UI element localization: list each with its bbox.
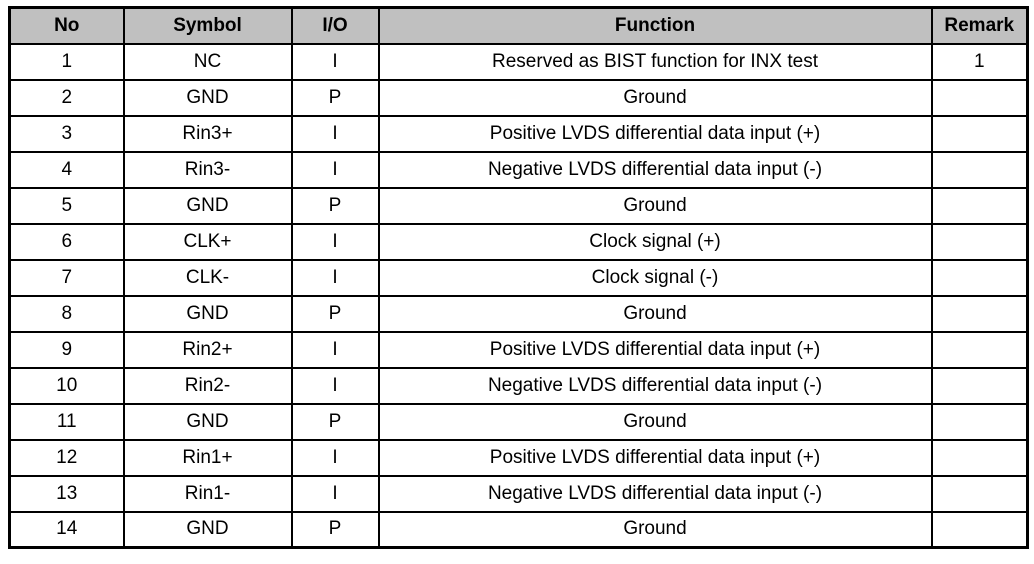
cell-io: P	[290, 510, 380, 549]
cell-symbol: Rin2-	[122, 366, 293, 405]
cell-no: 2	[8, 78, 125, 117]
table-row: 6 CLK+ I Clock signal (+)	[8, 222, 1029, 261]
cell-remark	[930, 78, 1029, 117]
cell-symbol: CLK-	[122, 258, 293, 297]
cell-no: 8	[8, 294, 125, 333]
cell-remark	[930, 114, 1029, 153]
header-no: No	[8, 6, 125, 45]
cell-no: 3	[8, 114, 125, 153]
cell-remark	[930, 258, 1029, 297]
cell-function: Positive LVDS differential data input (+…	[377, 114, 933, 153]
cell-io: I	[290, 366, 380, 405]
cell-remark: 1	[930, 42, 1029, 81]
cell-remark	[930, 510, 1029, 549]
cell-function: Positive LVDS differential data input (+…	[377, 330, 933, 369]
table-row: 8 GND P Ground	[8, 294, 1029, 333]
cell-io: I	[290, 474, 380, 513]
cell-no: 14	[8, 510, 125, 549]
table-row: 3 Rin3+ I Positive LVDS differential dat…	[8, 114, 1029, 153]
cell-function: Clock signal (+)	[377, 222, 933, 261]
table-row: 10 Rin2- I Negative LVDS differential da…	[8, 366, 1029, 405]
cell-no: 10	[8, 366, 125, 405]
table-body: 1 NC I Reserved as BIST function for INX…	[8, 42, 1029, 549]
header-io: I/O	[290, 6, 380, 45]
cell-function: Ground	[377, 294, 933, 333]
cell-symbol: Rin1+	[122, 438, 293, 477]
cell-function: Negative LVDS differential data input (-…	[377, 366, 933, 405]
cell-io: I	[290, 42, 380, 81]
cell-io: P	[290, 78, 380, 117]
cell-function: Clock signal (-)	[377, 258, 933, 297]
cell-io: P	[290, 294, 380, 333]
header-row: No Symbol I/O Function Remark	[8, 6, 1029, 45]
cell-symbol: NC	[122, 42, 293, 81]
cell-io: I	[290, 222, 380, 261]
header-symbol: Symbol	[122, 6, 293, 45]
table-row: 2 GND P Ground	[8, 78, 1029, 117]
cell-function: Negative LVDS differential data input (-…	[377, 474, 933, 513]
cell-remark	[930, 150, 1029, 189]
cell-symbol: GND	[122, 186, 293, 225]
cell-symbol: Rin3+	[122, 114, 293, 153]
table-row: 11 GND P Ground	[8, 402, 1029, 441]
cell-no: 6	[8, 222, 125, 261]
table-row: 9 Rin2+ I Positive LVDS differential dat…	[8, 330, 1029, 369]
cell-remark	[930, 294, 1029, 333]
cell-function: Ground	[377, 78, 933, 117]
cell-symbol: GND	[122, 402, 293, 441]
cell-symbol: GND	[122, 510, 293, 549]
cell-symbol: Rin2+	[122, 330, 293, 369]
cell-no: 12	[8, 438, 125, 477]
pin-table-container: No Symbol I/O Function Remark 1 NC I Res…	[8, 6, 1029, 549]
table-row: 7 CLK- I Clock signal (-)	[8, 258, 1029, 297]
cell-function: Ground	[377, 510, 933, 549]
table-row: 4 Rin3- I Negative LVDS differential dat…	[8, 150, 1029, 189]
table-header: No Symbol I/O Function Remark	[8, 6, 1029, 45]
cell-no: 1	[8, 42, 125, 81]
cell-function: Ground	[377, 186, 933, 225]
header-remark: Remark	[930, 6, 1029, 45]
cell-no: 4	[8, 150, 125, 189]
cell-remark	[930, 186, 1029, 225]
header-function: Function	[377, 6, 933, 45]
cell-no: 11	[8, 402, 125, 441]
table-row: 1 NC I Reserved as BIST function for INX…	[8, 42, 1029, 81]
cell-remark	[930, 474, 1029, 513]
cell-symbol: GND	[122, 294, 293, 333]
cell-io: I	[290, 114, 380, 153]
cell-no: 7	[8, 258, 125, 297]
cell-io: P	[290, 402, 380, 441]
cell-function: Positive LVDS differential data input (+…	[377, 438, 933, 477]
cell-io: P	[290, 186, 380, 225]
cell-remark	[930, 366, 1029, 405]
cell-function: Reserved as BIST function for INX test	[377, 42, 933, 81]
table-row: 14 GND P Ground	[8, 510, 1029, 549]
cell-io: I	[290, 438, 380, 477]
cell-remark	[930, 330, 1029, 369]
cell-symbol: CLK+	[122, 222, 293, 261]
cell-symbol: GND	[122, 78, 293, 117]
pin-description-table: No Symbol I/O Function Remark 1 NC I Res…	[8, 6, 1029, 549]
table-row: 5 GND P Ground	[8, 186, 1029, 225]
cell-io: I	[290, 258, 380, 297]
table-row: 12 Rin1+ I Positive LVDS differential da…	[8, 438, 1029, 477]
cell-remark	[930, 222, 1029, 261]
cell-no: 5	[8, 186, 125, 225]
cell-function: Negative LVDS differential data input (-…	[377, 150, 933, 189]
cell-function: Ground	[377, 402, 933, 441]
cell-no: 13	[8, 474, 125, 513]
cell-io: I	[290, 150, 380, 189]
cell-symbol: Rin3-	[122, 150, 293, 189]
cell-io: I	[290, 330, 380, 369]
cell-symbol: Rin1-	[122, 474, 293, 513]
table-row: 13 Rin1- I Negative LVDS differential da…	[8, 474, 1029, 513]
cell-remark	[930, 438, 1029, 477]
cell-no: 9	[8, 330, 125, 369]
cell-remark	[930, 402, 1029, 441]
